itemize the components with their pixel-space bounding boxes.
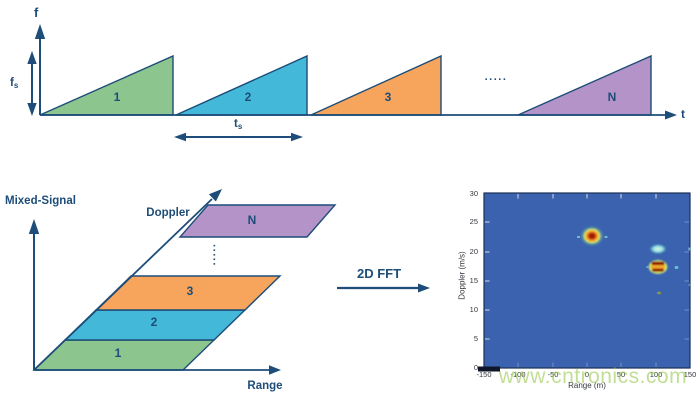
- y-tick-15: 15: [469, 276, 478, 285]
- edge-speck-upper: [688, 247, 691, 251]
- slice-label-1: 1: [114, 346, 122, 360]
- mixed-signal-axis-arrow-icon: [28, 219, 40, 234]
- y-tick-0: 0: [473, 363, 478, 372]
- chirp-label-2: 2: [244, 90, 252, 104]
- period-label-sub: s: [237, 122, 243, 131]
- sidelobe-speck-left-2: [646, 266, 649, 268]
- plot-tick-marks-faint: [517, 221, 689, 367]
- x-tick-100: 100: [649, 370, 663, 379]
- chirp-triangle-3: [310, 54, 442, 116]
- chirp-ellipsis: .....: [484, 71, 508, 83]
- target-blob-strong-1: [581, 226, 603, 246]
- edge-speck-lower: [688, 283, 691, 287]
- slice-parallelogram-n: [178, 204, 337, 238]
- period-arrow-right-icon: [291, 132, 303, 142]
- slice-label-2: 2: [150, 315, 158, 329]
- bandwidth-arrow-up-icon: [27, 51, 37, 64]
- x-tick-0: 0: [584, 370, 590, 379]
- fft-arrow: [337, 283, 430, 293]
- mixed-signal-title: Mixed-Signal: [5, 195, 76, 207]
- bandwidth-arrow-down-icon: [27, 103, 37, 116]
- x-tick-m50: -50: [547, 370, 559, 379]
- period-label-main: t: [234, 118, 238, 130]
- chirp-label-n: N: [607, 90, 617, 104]
- y-tick-10: 10: [469, 305, 478, 314]
- sidelobe-speck-right-2: [674, 266, 679, 269]
- chirp-triangle-1: [39, 54, 174, 116]
- freq-axis-label: f: [34, 5, 39, 20]
- plot-tick-marks: [485, 194, 657, 340]
- x-tick-m100: -100: [510, 370, 526, 379]
- period-arrow-left-icon: [174, 132, 186, 142]
- y-tick-25: 25: [469, 217, 478, 226]
- time-axis-label: t: [681, 107, 685, 121]
- chirp-triangle-n: [517, 54, 652, 116]
- sidelobe-speck-right: [604, 235, 608, 239]
- y-tick-5: 5: [473, 334, 478, 343]
- plot-ylabel: Doppler (m/s): [457, 251, 467, 300]
- chirp-triangle-2: [175, 54, 308, 116]
- slice-label-3: 3: [186, 284, 194, 298]
- target-blob-weak: [650, 244, 666, 254]
- range-axis-arrow-icon: [269, 365, 281, 375]
- x-tick-m150: -150: [476, 370, 492, 379]
- freq-axis-arrow-icon: [34, 24, 46, 39]
- bandwidth-label: fs: [10, 77, 19, 90]
- y-tick-30: 30: [469, 189, 478, 198]
- time-axis-arrow-icon: [665, 110, 677, 120]
- plot-xlabel: Range (m): [568, 381, 606, 390]
- sidelobe-speck-left: [576, 235, 581, 239]
- fft-arrow-head-icon: [418, 283, 430, 293]
- faint-target-dot: [656, 291, 662, 295]
- bandwidth-label-sub: s: [13, 81, 19, 90]
- mixed-signal-diagram: [28, 189, 337, 375]
- fft-label: 2D FFT: [356, 266, 402, 281]
- bandwidth-label-main: f: [10, 77, 14, 89]
- chirp-label-3: 3: [384, 90, 392, 104]
- doppler-axis-line: [33, 198, 213, 371]
- slice-label-n: N: [247, 213, 257, 227]
- chirp-sequence-diagram: [27, 24, 677, 142]
- x-tick-150: 150: [683, 370, 697, 379]
- range-axis-label: Range: [247, 380, 283, 392]
- plot-area: [483, 192, 691, 369]
- range-doppler-plot: [478, 192, 691, 372]
- chirp-label-1: 1: [113, 90, 121, 104]
- period-label: ts: [234, 118, 243, 131]
- watermark: www.cntronics.com: [498, 365, 688, 388]
- x-tick-50: 50: [616, 370, 626, 379]
- target-blob-strong-2: [648, 259, 668, 275]
- axis-corner-dark-bar: [478, 366, 500, 372]
- doppler-axis-label: Doppler: [146, 207, 190, 219]
- slice-ellipsis: .....: [210, 244, 223, 267]
- doppler-axis-arrow-icon: [208, 189, 222, 202]
- y-tick-20: 20: [469, 247, 478, 256]
